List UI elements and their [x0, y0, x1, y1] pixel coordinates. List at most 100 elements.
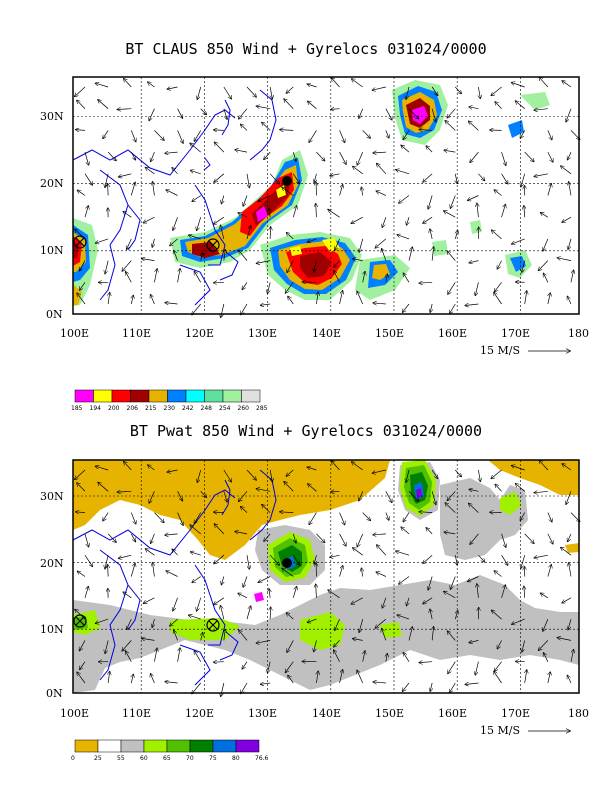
wind-arrow — [242, 661, 248, 669]
wind-arrow — [521, 173, 526, 187]
wind-arrow — [359, 108, 364, 119]
wind-arrow — [246, 469, 256, 480]
wind-arrow — [286, 613, 294, 620]
wind-arrow — [430, 303, 432, 312]
wind-arrow — [408, 108, 419, 119]
wind-arrow — [151, 533, 155, 543]
wind-arrow — [107, 533, 116, 542]
wind-arrow — [268, 661, 271, 673]
wind-arrow — [221, 606, 225, 620]
wind-arrow — [478, 173, 484, 181]
wind-arrow — [431, 491, 436, 504]
wind-arrow — [375, 618, 387, 628]
wind-arrow — [432, 627, 433, 641]
wind-arrow — [154, 269, 157, 283]
lon-label: 170E — [501, 327, 530, 340]
wind-arrow — [543, 618, 549, 631]
wind-arrow — [316, 204, 317, 218]
wind-arrow — [130, 151, 135, 160]
wind-arrow — [524, 151, 534, 162]
wind-arrow — [177, 108, 183, 119]
wind-arrow — [566, 108, 572, 122]
wind-arrow — [76, 512, 86, 513]
wind-arrow — [239, 630, 248, 641]
wind-arrow — [256, 260, 271, 264]
wind-arrow — [105, 173, 109, 188]
wind-arrow — [309, 130, 317, 142]
wind-arrow — [403, 682, 410, 691]
wind-arrow — [84, 555, 92, 566]
wind-arrow — [145, 167, 155, 175]
panel2-map — [72, 459, 580, 696]
wind-arrow — [455, 611, 457, 620]
colorbar-swatch — [212, 739, 237, 753]
wind-arrow — [223, 491, 227, 502]
wind-arrow — [95, 83, 109, 88]
wind-arrow — [495, 661, 502, 671]
wind-arrow — [221, 225, 225, 239]
wind-arrow — [190, 525, 201, 535]
wind-arrow — [241, 303, 248, 315]
wind-arrow — [353, 259, 363, 261]
wind-arrow — [376, 191, 387, 196]
wind-arrow — [541, 593, 549, 599]
wind-arrow — [316, 671, 318, 684]
wind-arrow — [512, 466, 525, 471]
wind-arrow — [547, 512, 552, 522]
colorbar-label: 260 — [238, 405, 250, 412]
wind-arrow — [568, 151, 572, 160]
wind-arrow — [569, 563, 572, 577]
wind-arrow — [292, 151, 296, 161]
wind-arrow — [256, 106, 271, 110]
wind-arrow — [148, 465, 155, 471]
wind-arrow — [477, 203, 479, 218]
wind-arrow — [77, 672, 86, 684]
wind-arrow — [214, 524, 225, 535]
wind-arrow — [173, 217, 178, 230]
wind-arrow — [373, 152, 386, 153]
wind-arrow — [339, 130, 345, 142]
wind-arrow — [455, 231, 457, 239]
wind-arrow — [501, 151, 506, 165]
wind-arrow — [403, 303, 410, 312]
wind-arrow — [432, 247, 433, 261]
wind-arrow — [142, 638, 155, 640]
wind-arrow — [547, 130, 552, 139]
wind-arrow — [214, 173, 225, 182]
wind-arrow — [359, 619, 364, 632]
wind-arrow — [307, 238, 317, 242]
wind-arrow — [408, 627, 412, 641]
wind-arrow — [491, 86, 502, 96]
wind-arrow — [477, 584, 479, 598]
wind-arrow — [447, 108, 456, 118]
wind-arrow — [430, 609, 432, 620]
wind-arrow — [408, 491, 419, 501]
vector-reference-label: 15 M/S — [480, 344, 520, 357]
wind-arrow — [419, 130, 433, 131]
wind-arrow — [214, 130, 224, 131]
lon-label: 110E — [122, 327, 151, 340]
wind-arrow — [334, 640, 340, 647]
wind-arrow — [80, 661, 86, 670]
wind-arrow — [105, 555, 109, 569]
colorbar-label: 285 — [256, 405, 268, 412]
wind-arrow — [426, 528, 433, 535]
wind-arrow — [568, 533, 572, 542]
wind-arrow — [123, 212, 132, 218]
wind-arrow — [269, 208, 270, 218]
lat-label: 20N — [40, 177, 64, 190]
wind-arrow — [448, 282, 456, 294]
colorbar-label: 0 — [71, 755, 75, 762]
wind-arrow — [357, 151, 364, 165]
wind-arrow — [308, 484, 317, 492]
wind-arrow — [151, 674, 155, 684]
wind-arrow — [235, 150, 248, 152]
panel1-title: BT CLAUS 850 Wind + Gyrelocs 031024/0000 — [125, 40, 487, 58]
wind-arrow — [246, 226, 251, 239]
wind-arrow — [468, 576, 479, 582]
wind-arrow — [177, 130, 184, 143]
wind-arrow — [362, 130, 371, 138]
wind-arrow — [261, 683, 271, 684]
panel2-axis-labels: 30N 20N 10N 0N 100E 110E 120E 130E 140E … — [40, 490, 589, 737]
